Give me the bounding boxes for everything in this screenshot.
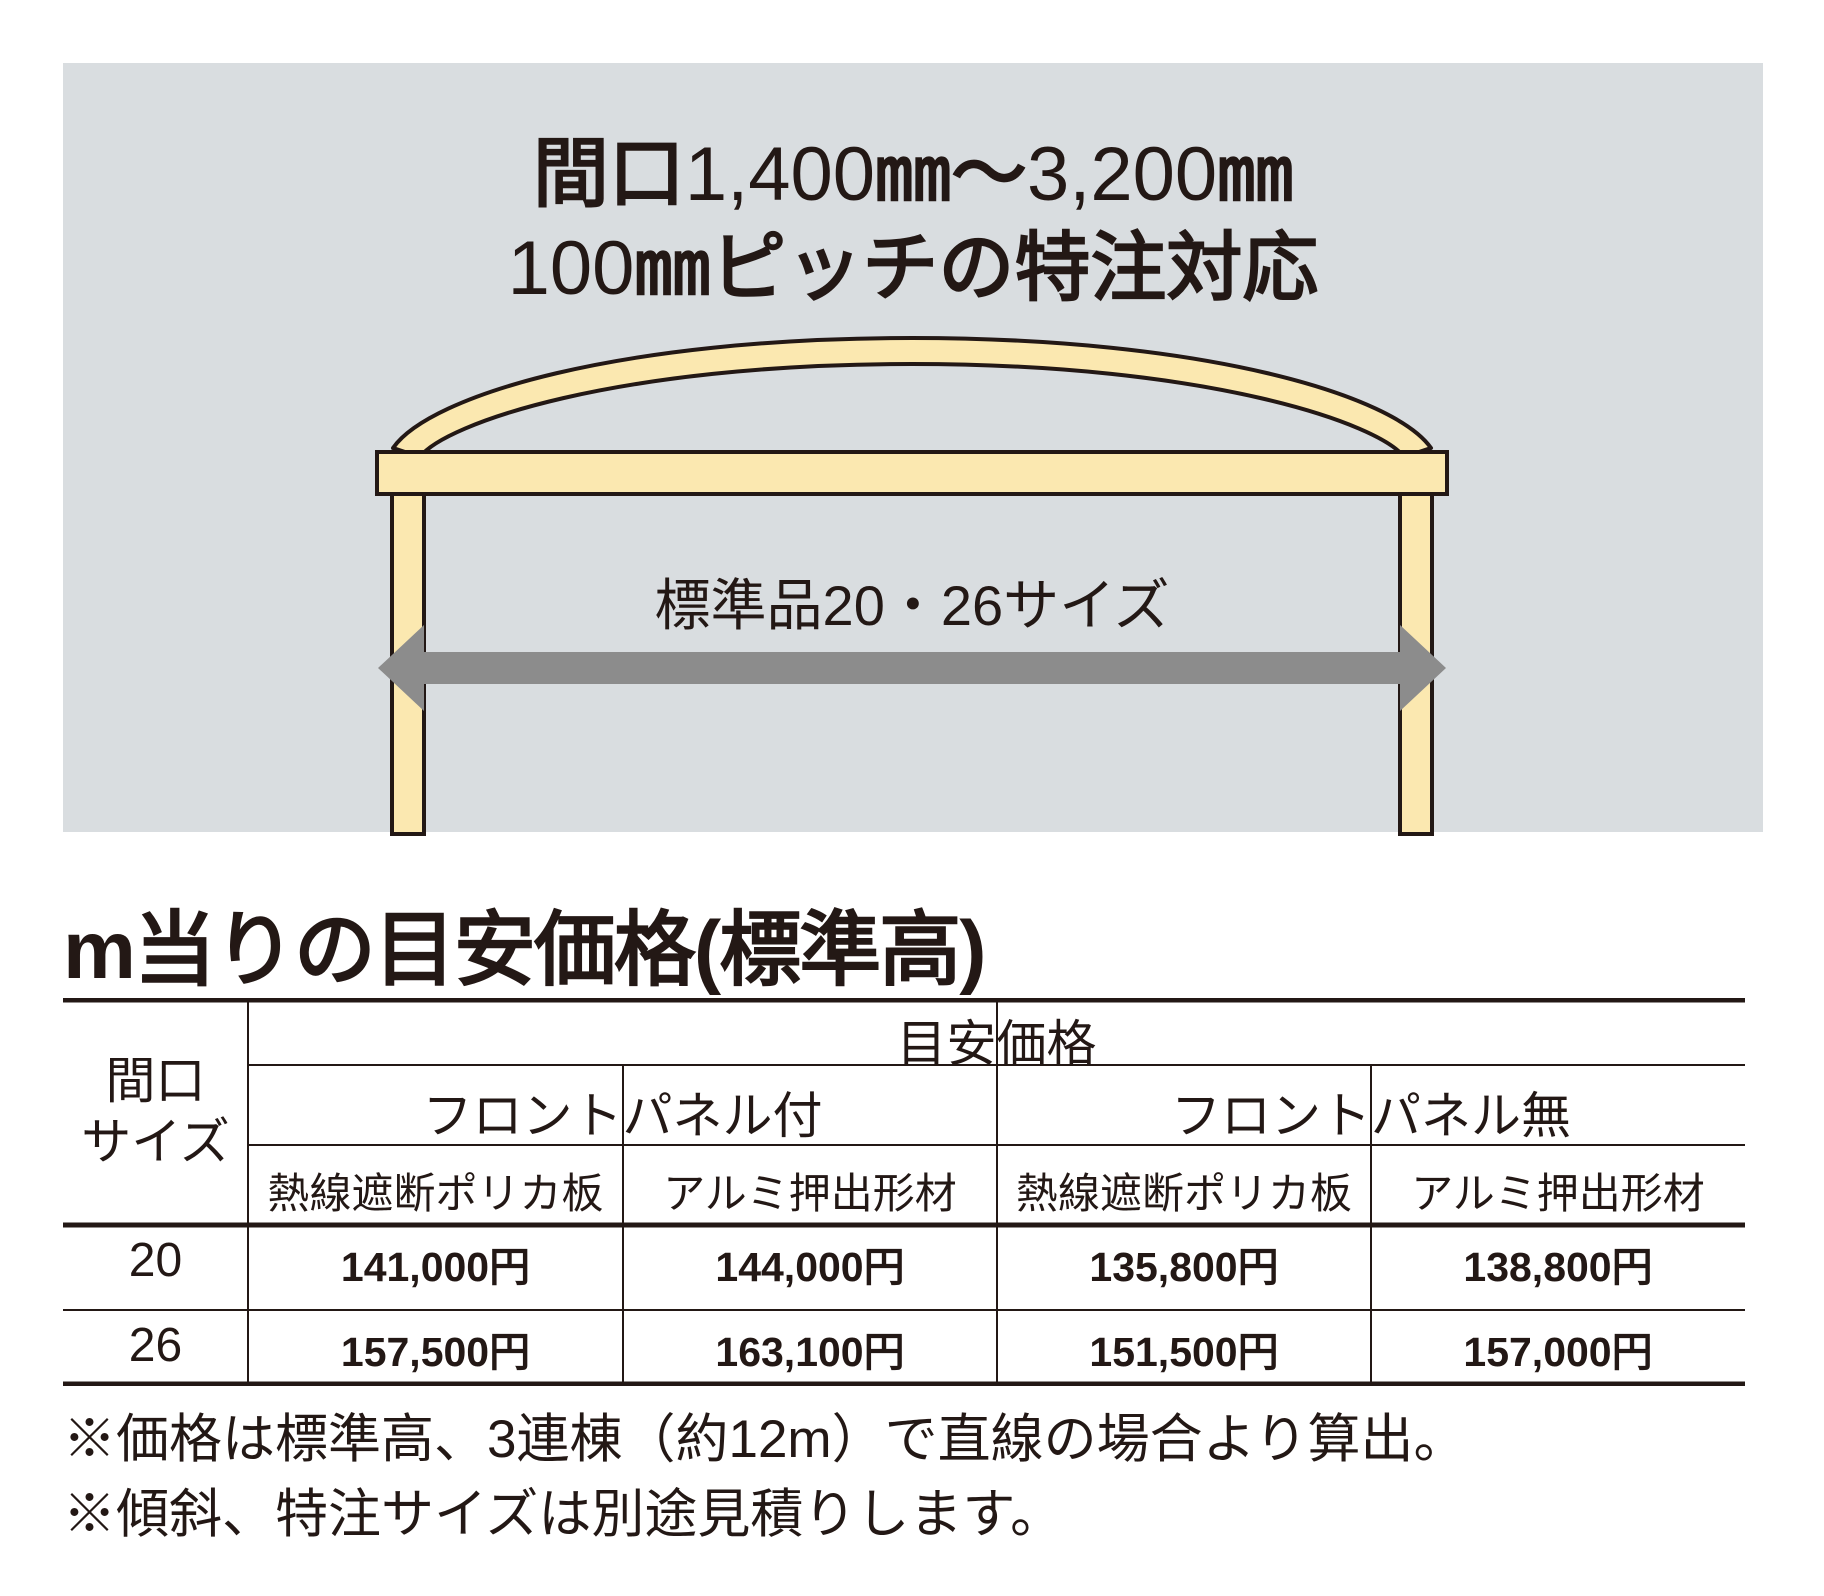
svg-text:標準品20・26サイズ: 標準品20・26サイズ (655, 574, 1170, 637)
